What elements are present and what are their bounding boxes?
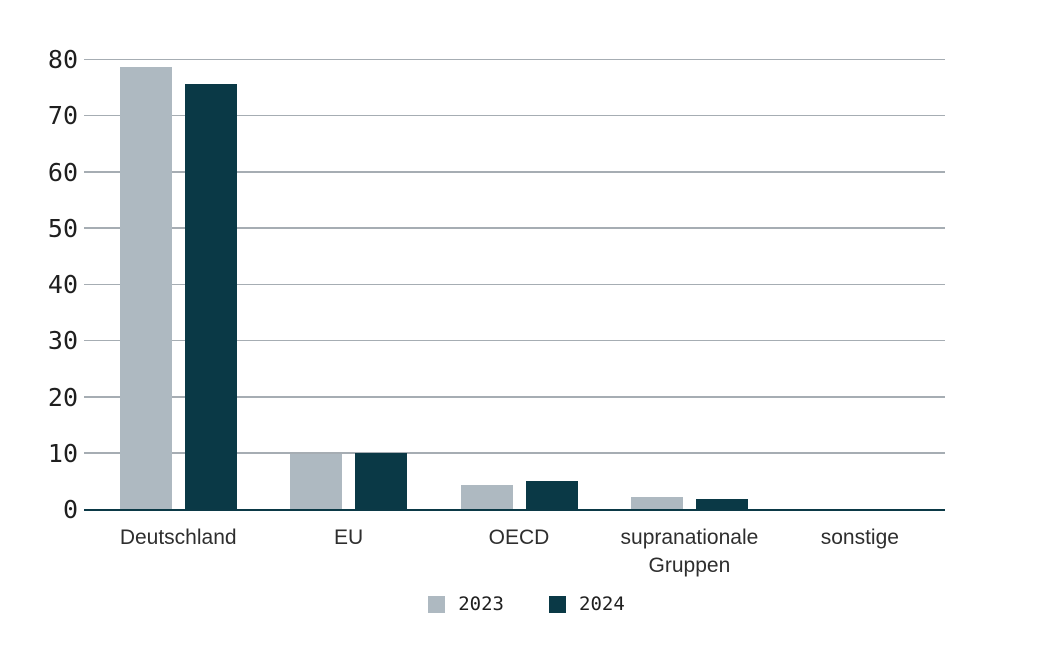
plot-area xyxy=(84,58,945,511)
y-tick-label-30: 30 xyxy=(47,326,78,356)
legend: 2023 2024 xyxy=(0,593,1053,615)
bar-group-sonstige xyxy=(775,60,945,510)
bar-group-deutschland xyxy=(93,60,263,510)
bar-2024-supranationale-gruppen xyxy=(695,498,748,510)
x-axis-line xyxy=(84,509,945,511)
gridline-70 xyxy=(84,114,945,117)
bar-2024-deutschland xyxy=(184,83,237,510)
x-axis-label-sonstige: sonstige xyxy=(820,526,899,549)
gridline-60 xyxy=(84,171,945,173)
x-axis-labels: Deutschland EU OECD supranationale Gruppen s… xyxy=(93,524,945,580)
gridline-40 xyxy=(84,283,945,285)
bar-2024-oecd xyxy=(525,480,578,510)
bar-group-eu xyxy=(263,60,433,510)
y-tick-label-60: 60 xyxy=(47,157,78,187)
x-axis-label-deutschland: Deutschland xyxy=(119,526,237,549)
y-tick-label-20: 20 xyxy=(47,382,78,412)
gridline-20 xyxy=(84,396,945,398)
gridline-50 xyxy=(84,227,945,229)
y-tick-label-40: 40 xyxy=(47,270,78,299)
y-tick-label-50: 50 xyxy=(47,213,78,243)
y-axis: 0 10 20 30 40 50 60 70 80 xyxy=(0,46,78,524)
legend-label-2024: 2024 xyxy=(579,593,625,615)
bars-layer xyxy=(93,60,945,510)
x-axis-label-supranationale-gruppen: supranationale Gruppen xyxy=(620,526,759,577)
bar-2023-oecd xyxy=(460,484,513,510)
y-tick-label-10: 10 xyxy=(47,438,78,468)
y-tick-label-70: 70 xyxy=(47,101,78,131)
x-axis-label-oecd: OECD xyxy=(488,526,550,549)
bar-2023-eu xyxy=(290,453,343,510)
bar-2024-eu xyxy=(355,452,408,510)
y-tick-label-0: 0 xyxy=(62,495,78,524)
gridline-80 xyxy=(84,58,945,60)
legend-item-2024: 2024 xyxy=(549,593,625,615)
bar-2023-deutschland xyxy=(119,66,172,510)
legend-label-2023: 2023 xyxy=(458,593,504,615)
legend-swatch-2024 xyxy=(549,595,566,613)
legend-swatch-2023 xyxy=(428,595,446,613)
bar-group-supranationale-gruppen xyxy=(604,60,774,510)
bar-group-oecd xyxy=(434,60,604,510)
x-axis-label-eu: EU xyxy=(334,526,364,549)
y-tick-label-80: 80 xyxy=(47,45,78,74)
gridline-30 xyxy=(84,339,945,342)
gridline-10 xyxy=(84,452,945,454)
bar-2023-supranationale-gruppen xyxy=(630,497,683,510)
legend-item-2023: 2023 xyxy=(428,593,504,615)
